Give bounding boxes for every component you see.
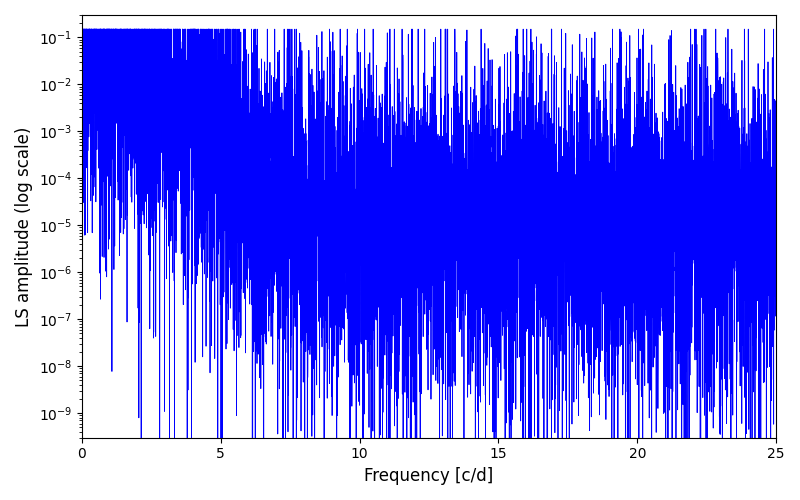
Y-axis label: LS amplitude (log scale): LS amplitude (log scale) — [15, 126, 33, 326]
X-axis label: Frequency [c/d]: Frequency [c/d] — [364, 467, 494, 485]
